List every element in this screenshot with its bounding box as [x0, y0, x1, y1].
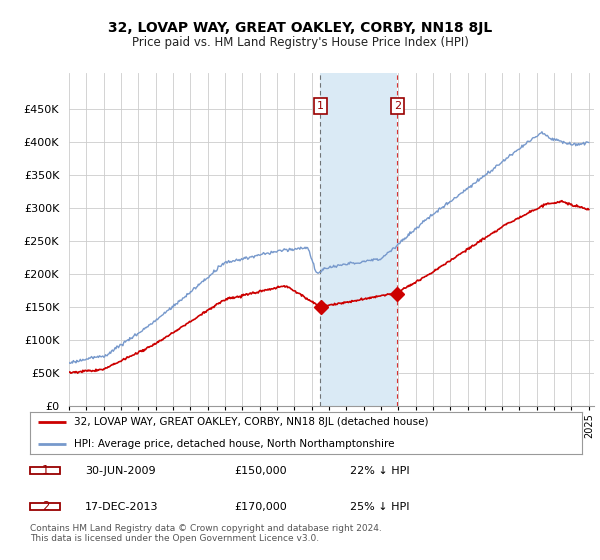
Text: Price paid vs. HM Land Registry's House Price Index (HPI): Price paid vs. HM Land Registry's House …	[131, 36, 469, 49]
FancyBboxPatch shape	[30, 503, 61, 511]
Text: £170,000: £170,000	[234, 502, 287, 512]
Text: 25% ↓ HPI: 25% ↓ HPI	[350, 502, 410, 512]
Text: 22% ↓ HPI: 22% ↓ HPI	[350, 465, 410, 475]
Bar	[320, 73, 397, 406]
Text: 2: 2	[42, 500, 49, 513]
Text: 30-JUN-2009: 30-JUN-2009	[85, 465, 156, 475]
Text: HPI: Average price, detached house, North Northamptonshire: HPI: Average price, detached house, Nort…	[74, 440, 395, 449]
Text: 32, LOVAP WAY, GREAT OAKLEY, CORBY, NN18 8JL (detached house): 32, LOVAP WAY, GREAT OAKLEY, CORBY, NN18…	[74, 417, 428, 427]
Text: Contains HM Land Registry data © Crown copyright and database right 2024.
This d: Contains HM Land Registry data © Crown c…	[30, 524, 382, 543]
Text: 32, LOVAP WAY, GREAT OAKLEY, CORBY, NN18 8JL: 32, LOVAP WAY, GREAT OAKLEY, CORBY, NN18…	[108, 21, 492, 35]
FancyBboxPatch shape	[30, 466, 61, 474]
Text: 2: 2	[394, 101, 401, 111]
Text: 1: 1	[42, 464, 49, 477]
Text: 17-DEC-2013: 17-DEC-2013	[85, 502, 158, 512]
Text: £150,000: £150,000	[234, 465, 287, 475]
Text: 1: 1	[317, 101, 324, 111]
